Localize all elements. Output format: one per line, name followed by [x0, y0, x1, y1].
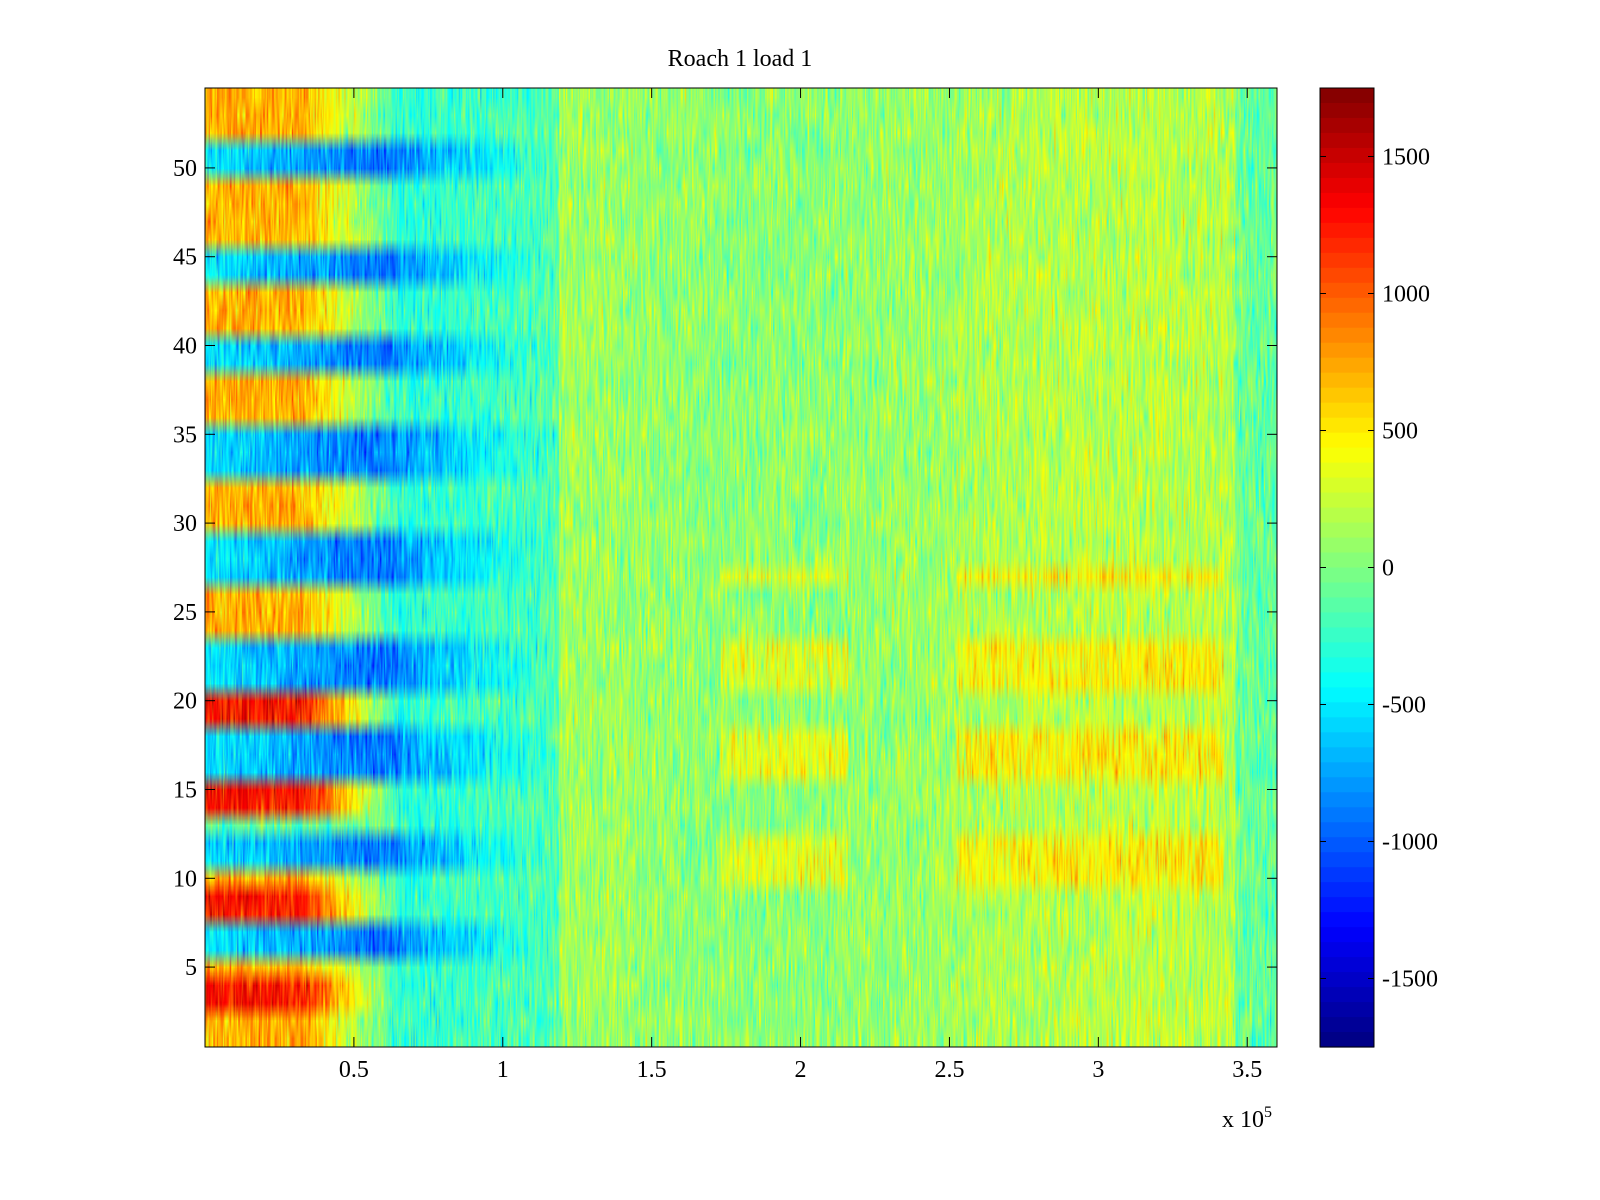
x-tick-label: 1.5: [637, 1057, 667, 1083]
colorbar-tick-label: -1000: [1382, 830, 1438, 856]
colorbar-step: [1320, 732, 1374, 748]
y-tick-label: 25: [173, 600, 197, 626]
colorbar-step: [1320, 252, 1374, 269]
colorbar-step: [1320, 777, 1374, 793]
colorbar-step: [1320, 282, 1374, 299]
colorbar-step: [1320, 567, 1374, 584]
y-tick-label: 15: [173, 777, 197, 803]
colorbar-step: [1320, 1032, 1374, 1048]
colorbar-step: [1320, 672, 1374, 688]
colorbar-tick-label: 500: [1382, 419, 1418, 445]
colorbar-step: [1320, 342, 1374, 359]
colorbar-ticks: 1500 1000 500 0 -500 -1000 -1500: [1320, 145, 1438, 993]
colorbar-step: [1320, 687, 1374, 703]
y-tick-label: 45: [173, 245, 197, 271]
colorbar-step: [1320, 657, 1374, 673]
plot-area: [204, 87, 1278, 1048]
colorbar-step: [1320, 447, 1374, 464]
colorbar-step: [1320, 507, 1374, 524]
y-tick-label: 10: [173, 866, 197, 892]
colorbar-step: [1320, 402, 1374, 419]
colorbar-step: [1320, 702, 1374, 718]
colorbar-step: [1320, 942, 1374, 958]
x-tick-label: 2.5: [934, 1057, 964, 1083]
colorbar-step: [1320, 477, 1374, 494]
colorbar-step: [1320, 837, 1374, 853]
colorbar-step: [1320, 237, 1374, 254]
colorbar-step: [1320, 162, 1374, 179]
x-axis: 0.5 1 1.5 2 2.5 3 3.5: [339, 88, 1262, 1083]
y-axis: 5 10 15 20 25 30 35 40 45 50: [173, 156, 1277, 981]
x-tick-label: 2: [795, 1057, 807, 1083]
colorbar-step: [1320, 747, 1374, 763]
colorbar-step: [1320, 132, 1374, 149]
colorbar-tick-label: 1500: [1382, 145, 1430, 171]
colorbar-step: [1320, 627, 1374, 644]
y-tick-label: 35: [173, 422, 197, 448]
colorbar-step: [1320, 807, 1374, 823]
colorbar-step: [1320, 88, 1374, 104]
colorbar-tick-label: 1000: [1382, 282, 1430, 308]
chart-title: Roach 1 load 1: [668, 46, 813, 72]
colorbar-step: [1320, 522, 1374, 539]
colorbar-step: [1320, 297, 1374, 314]
colorbar-step: [1320, 972, 1374, 988]
colorbar-step: [1320, 117, 1374, 134]
colorbar-step: [1320, 1017, 1374, 1033]
y-tick-label: 40: [173, 334, 197, 360]
colorbar-step: [1320, 717, 1374, 733]
colorbar-step: [1320, 852, 1374, 868]
colorbar-step: [1320, 537, 1374, 554]
colorbar-step: [1320, 207, 1374, 224]
colorbar-step: [1320, 327, 1374, 344]
colorbar-step: [1320, 867, 1374, 883]
plot-frame: [204, 87, 1278, 1048]
colorbar-gradient: [1320, 88, 1374, 1048]
colorbar-step: [1320, 897, 1374, 913]
colorbar-step: [1320, 612, 1374, 629]
colorbar-step: [1320, 552, 1374, 569]
x-tick-label: 0.5: [339, 1057, 369, 1083]
colorbar-step: [1320, 927, 1374, 943]
x-tick-label: 3: [1092, 1057, 1104, 1083]
colorbar-tick-label: -1500: [1382, 967, 1438, 993]
colorbar-step: [1320, 912, 1374, 928]
colorbar-tick-label: -500: [1382, 693, 1426, 719]
colorbar-step: [1320, 177, 1374, 194]
colorbar-step: [1320, 582, 1374, 599]
x-tick-label: 3.5: [1232, 1057, 1262, 1083]
colorbar-step: [1320, 147, 1374, 164]
colorbar-step: [1320, 102, 1374, 119]
colorbar-step: [1320, 762, 1374, 778]
colorbar-step: [1320, 432, 1374, 449]
colorbar-step: [1320, 882, 1374, 898]
colorbar-step: [1320, 492, 1374, 509]
colorbar-step: [1320, 597, 1374, 614]
colorbar-step: [1320, 1002, 1374, 1018]
colorbar-step: [1320, 822, 1374, 838]
colorbar-step: [1320, 642, 1374, 659]
heatmap-image: [205, 88, 1277, 1047]
colorbar-step: [1320, 987, 1374, 1003]
x-exponent-label: x 105: [1222, 1104, 1272, 1133]
y-tick-label: 20: [173, 689, 197, 715]
colorbar-tick-label: 0: [1382, 556, 1394, 582]
y-tick-label: 30: [173, 511, 197, 537]
colorbar-step: [1320, 312, 1374, 329]
y-tick-label: 50: [173, 156, 197, 182]
colorbar-step: [1320, 462, 1374, 479]
y-tick-label: 5: [185, 955, 197, 981]
colorbar-step: [1320, 267, 1374, 284]
colorbar: 1500 1000 500 0 -500 -1000 -1500: [1319, 87, 1438, 1048]
colorbar-step: [1320, 192, 1374, 209]
colorbar-step: [1320, 792, 1374, 808]
x-tick-label: 1: [497, 1057, 509, 1083]
colorbar-step: [1320, 417, 1374, 434]
colorbar-step: [1320, 222, 1374, 239]
colorbar-step: [1320, 357, 1374, 374]
colorbar-step: [1320, 387, 1374, 404]
colorbar-step: [1320, 957, 1374, 973]
colorbar-step: [1320, 372, 1374, 389]
